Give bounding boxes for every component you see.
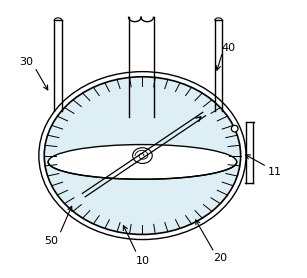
Text: 50: 50 (44, 236, 58, 246)
Text: 30: 30 (19, 56, 33, 66)
Circle shape (231, 125, 238, 132)
Ellipse shape (133, 148, 152, 163)
Ellipse shape (48, 145, 237, 179)
Text: 40: 40 (221, 43, 235, 53)
Text: 20: 20 (213, 253, 227, 263)
Text: 10: 10 (135, 256, 150, 266)
Text: 11: 11 (268, 167, 282, 177)
Ellipse shape (44, 77, 241, 234)
